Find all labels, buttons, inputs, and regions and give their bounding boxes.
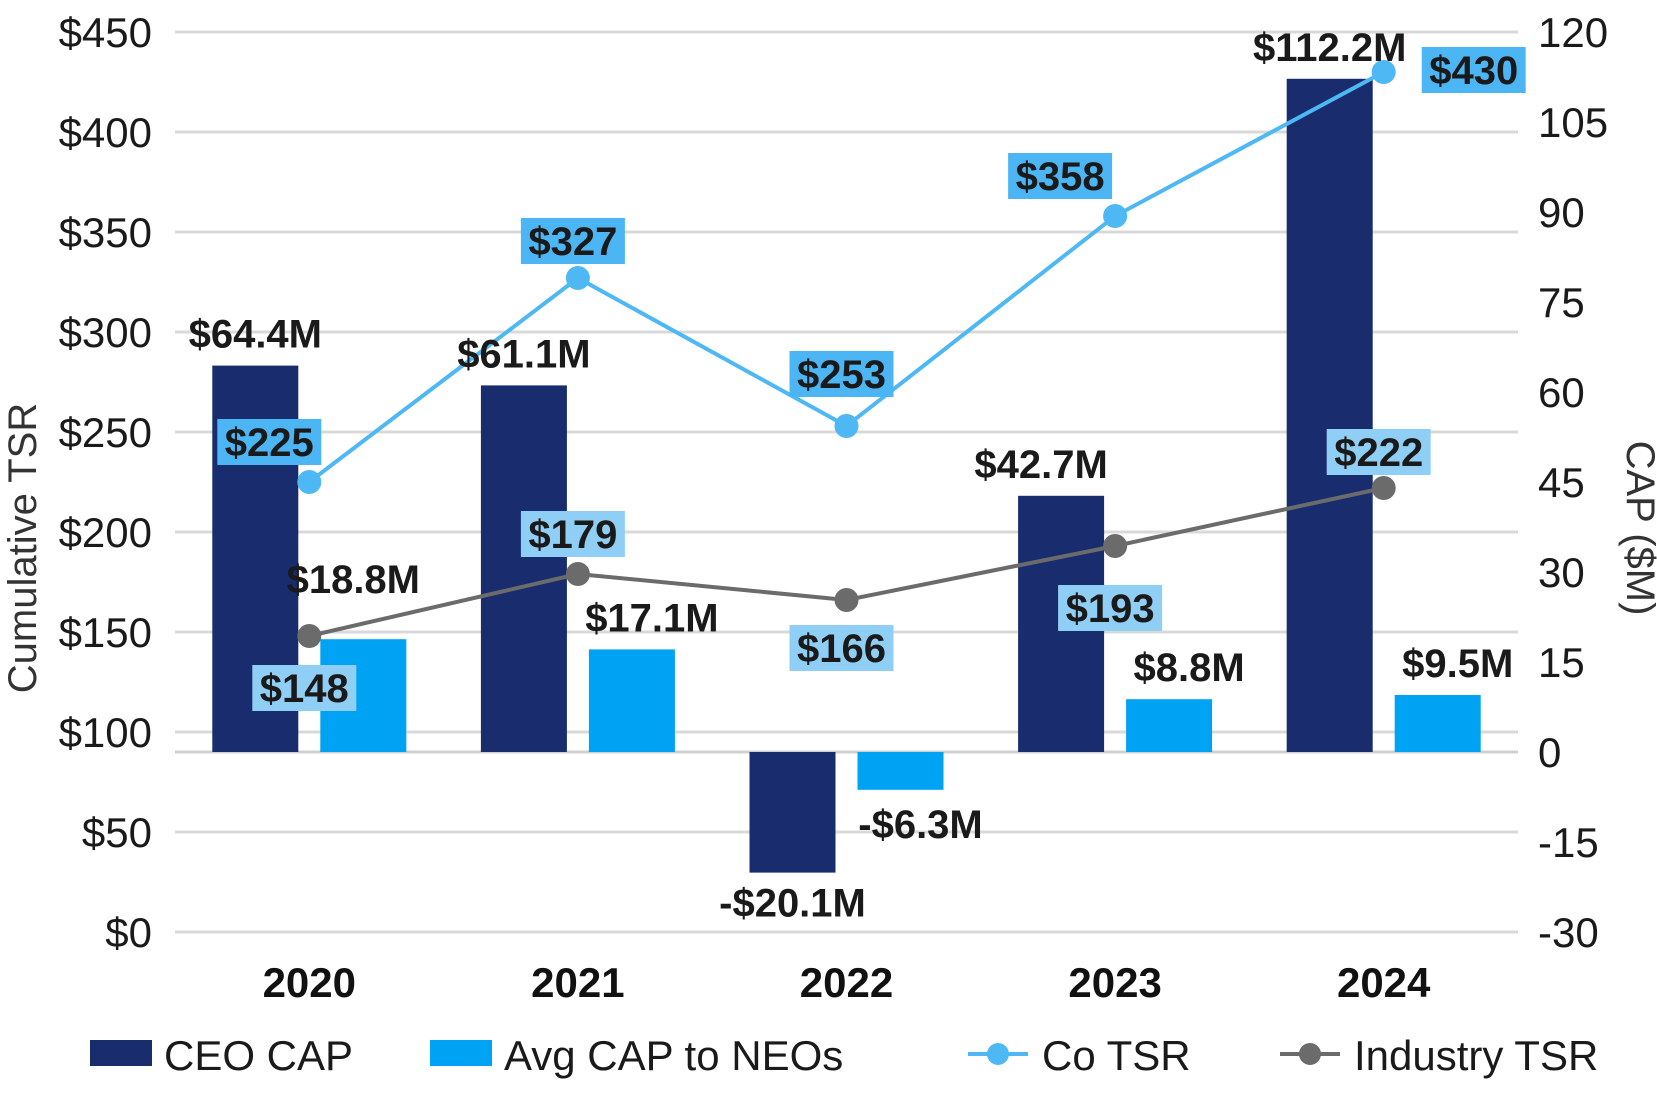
right-tick-label: 45 [1538,459,1585,506]
left-tick-label: $400 [59,109,152,156]
left-tick-label: $450 [59,9,152,56]
right-tick-label: 90 [1538,189,1585,236]
industry-tsr-point [565,562,590,586]
avg-neo-cap-label: $9.5M [1402,642,1513,686]
ceo-cap-bar [749,752,836,873]
industry-tsr-point [1103,534,1128,558]
category-label: 2020 [263,959,356,1006]
industry-tsr-label: $166 [797,627,886,671]
legend-ceo-cap-swatch [90,1040,152,1066]
right-tick-label: 0 [1538,729,1561,776]
industry-tsr-label-box [1326,429,1431,475]
category-label: 2021 [531,959,624,1006]
ceo-cap-label: $42.7M [974,443,1107,487]
industry-tsr-point [834,588,859,612]
right-tick-label: -15 [1538,819,1599,866]
ceo-cap-bar [480,385,567,752]
legend: CEO CAP Avg CAP to NEOs Co TSR Industry TSR [90,1032,1598,1079]
industry-tsr-label-box [252,665,357,711]
avg-neo-cap-label: $8.8M [1134,646,1245,690]
right-axis-ticks: -30 -15 0 15 30 45 60 75 90 105 120 [1538,9,1608,956]
category-label: 2023 [1068,959,1161,1006]
co-tsr-label-box [1421,47,1526,93]
right-tick-label: 105 [1538,99,1608,146]
industry-tsr-point [297,624,322,648]
right-tick-label: 120 [1538,9,1608,56]
ceo-cap-label: -$20.1M [719,882,866,926]
avg-neo-cap-label: $18.8M [287,558,420,602]
left-tick-label: $0 [105,909,152,956]
right-tick-label: 75 [1538,279,1585,326]
legend-avg-neo-cap-swatch [430,1040,492,1066]
co-tsr-label: $225 [225,421,314,465]
left-tick-label: $350 [59,209,152,256]
tsr-lines [297,60,1396,648]
right-axis-title: CAP ($M) [1618,441,1657,616]
industry-tsr-label: $148 [260,667,349,711]
category-label: 2022 [800,959,893,1006]
industry-tsr-label-box [520,511,625,557]
category-labels: 2020 2021 2022 2023 2024 [263,959,1431,1006]
industry-tsr-line [308,486,1385,638]
co-tsr-label-box [217,419,322,465]
legend-ceo-cap-text: CEO CAP [164,1032,353,1079]
avg-neo-cap-bar [1394,695,1481,752]
left-tick-label: $250 [59,409,152,456]
bars [212,78,1481,873]
industry-tsr-label-box [789,625,894,671]
co-tsr-label: $327 [528,220,617,264]
ceo-cap-label: $112.2M [1253,26,1406,70]
co-tsr-label: $430 [1429,49,1518,93]
legend-industry-tsr-marker [1299,1043,1321,1065]
avg-neo-cap-bar [1126,699,1213,752]
co-tsr-point [1103,204,1128,228]
right-tick-label: 60 [1538,369,1585,416]
ceo-cap-bar [1286,78,1373,753]
ceo-cap-label: $64.4M [189,313,322,357]
left-axis-title: Cumulative TSR [1,403,45,693]
category-label: 2024 [1337,959,1431,1006]
legend-co-tsr-marker [987,1043,1009,1065]
data-labels: $64.4M $61.1M -$20.1M $42.7M $112.2M $18.8M $1… [189,26,1526,926]
co-tsr-label: $253 [797,353,886,397]
left-tick-label: $300 [59,309,152,356]
co-tsr-label: $358 [1016,155,1105,199]
ceo-cap-label: $61.1M [457,332,590,376]
co-tsr-label-box [520,218,625,264]
right-tick-label: -30 [1538,909,1599,956]
industry-tsr-label: $193 [1066,587,1155,631]
legend-avg-neo-cap-text: Avg CAP to NEOs [504,1032,843,1079]
left-tick-label: $50 [82,809,152,856]
co-tsr-label-box [1008,153,1113,199]
legend-co-tsr-text: Co TSR [1042,1032,1191,1079]
co-tsr-point [565,266,590,290]
right-tick-label: 30 [1538,549,1585,596]
co-tsr-point [297,470,322,494]
co-tsr-point [834,414,859,438]
right-tick-label: 15 [1538,639,1585,686]
left-tick-label: $100 [59,709,152,756]
co-tsr-label-box [789,351,894,397]
legend-industry-tsr-text: Industry TSR [1354,1032,1598,1079]
avg-neo-cap-label: -$6.3M [858,803,983,847]
co-tsr-point [1371,60,1396,84]
industry-tsr-label: $179 [528,513,617,557]
avg-neo-cap-bar [588,649,675,752]
industry-tsr-label-box [1058,585,1163,631]
avg-neo-cap-bar [857,752,944,790]
avg-neo-cap-label: $17.1M [585,596,718,640]
industry-tsr-label: $222 [1334,431,1423,475]
industry-tsr-point [1371,476,1396,500]
left-axis-ticks: $0 $50 $100 $150 $200 $250 $300 $350 $400 $450 [59,9,152,956]
left-tick-label: $150 [59,609,152,656]
left-tick-label: $200 [59,509,152,556]
